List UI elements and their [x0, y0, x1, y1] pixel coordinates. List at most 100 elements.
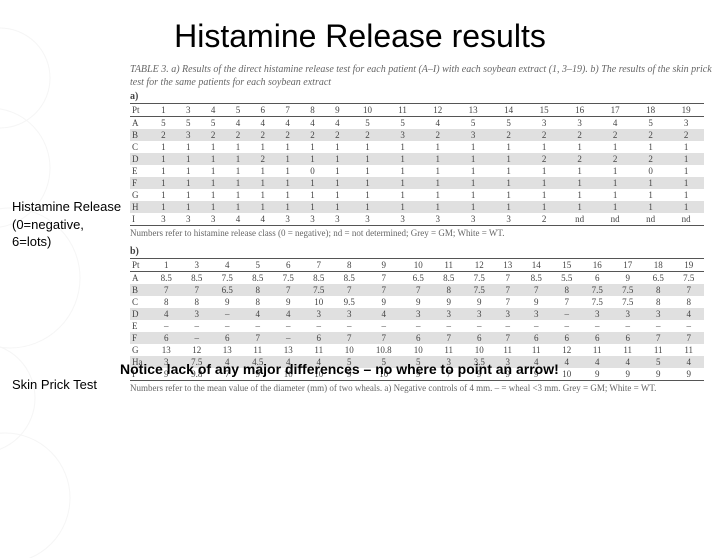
cell: –	[464, 320, 495, 332]
cell: 1	[562, 189, 597, 201]
col-num: 3	[182, 259, 213, 272]
cell: 3	[334, 308, 365, 320]
cell: 3	[526, 117, 561, 130]
cell: 1	[226, 153, 251, 165]
cell: 1	[250, 165, 275, 177]
cell: 4	[673, 356, 704, 368]
cell: 4	[325, 117, 350, 130]
row-head: C	[130, 141, 151, 153]
cell: 2	[597, 129, 632, 141]
cell: 5	[350, 117, 385, 130]
table-row: E––––––––––––––––––	[130, 320, 704, 332]
cell: 2	[597, 153, 632, 165]
cell: –	[494, 320, 521, 332]
cell: 3	[304, 308, 335, 320]
row-head: A	[130, 272, 151, 285]
cell: 9	[365, 296, 403, 308]
table-row: A8.58.57.58.57.58.58.576.58.57.578.55.56…	[130, 272, 704, 285]
table-row: G111111111111111111	[130, 189, 704, 201]
cell: 1	[668, 189, 704, 201]
cell: 7	[365, 332, 403, 344]
cell: 3	[350, 213, 385, 226]
cell: –	[243, 320, 274, 332]
cell: 7	[403, 284, 434, 296]
cell: 7	[494, 284, 521, 296]
cell: 11	[582, 344, 613, 356]
col-num: 17	[597, 104, 632, 117]
cell: 1	[420, 189, 455, 201]
cell: 2	[250, 129, 275, 141]
cell: 1	[668, 177, 704, 189]
cell: 10	[464, 344, 495, 356]
cell: 1	[176, 165, 201, 177]
col-num: 3	[176, 104, 201, 117]
cell: 4	[226, 213, 251, 226]
cell: 1	[325, 141, 350, 153]
cell: 1	[201, 153, 226, 165]
cell: 4	[275, 117, 300, 130]
cell: 3	[176, 213, 201, 226]
cell: nd	[562, 213, 597, 226]
cell: 1	[275, 165, 300, 177]
col-num: 5	[226, 104, 251, 117]
cell: 1	[526, 189, 561, 201]
table-row: D111121111111122221	[130, 153, 704, 165]
col-num: 9	[365, 259, 403, 272]
cell: 2	[526, 213, 561, 226]
cell: 1	[491, 189, 526, 201]
cell: –	[182, 332, 213, 344]
cell: 5	[151, 117, 176, 130]
cell: 1	[597, 177, 632, 189]
cell: 2	[668, 129, 704, 141]
cell: 1	[633, 141, 668, 153]
cell: 3	[668, 117, 704, 130]
cell: 1	[597, 201, 632, 213]
cell: 1	[325, 165, 350, 177]
cell: 1	[420, 141, 455, 153]
cell: 8.5	[243, 272, 274, 285]
cell: 1	[300, 153, 325, 165]
cell: 7.5	[612, 284, 643, 296]
cell: 3	[403, 308, 434, 320]
cell: 7	[151, 284, 182, 296]
cell: 3	[385, 129, 420, 141]
cell: 1	[226, 201, 251, 213]
cell: 3	[612, 308, 643, 320]
cell: 4	[226, 117, 251, 130]
cell: 1	[420, 153, 455, 165]
cell: 7.5	[304, 284, 335, 296]
cell: –	[365, 320, 403, 332]
cell: 1	[325, 201, 350, 213]
cell: 6	[521, 332, 552, 344]
cell: 3	[420, 213, 455, 226]
cell: 4	[582, 356, 613, 368]
cell: 1	[526, 165, 561, 177]
cell: 1	[455, 177, 490, 189]
cell: 1	[226, 189, 251, 201]
cell: 4	[250, 117, 275, 130]
cell: –	[551, 320, 582, 332]
cell: –	[551, 308, 582, 320]
cell: 1	[250, 189, 275, 201]
cell: 1	[176, 153, 201, 165]
cell: 1	[597, 141, 632, 153]
cell: 3	[433, 308, 464, 320]
cell: 1	[455, 201, 490, 213]
cell: 10.8	[365, 344, 403, 356]
cell: 1	[562, 141, 597, 153]
cell: –	[273, 320, 304, 332]
cell: 1	[151, 165, 176, 177]
cell: 7	[673, 284, 704, 296]
cell: 6	[403, 332, 434, 344]
cell: 6.5	[212, 284, 243, 296]
cell: 7	[521, 284, 552, 296]
cell: 1	[668, 141, 704, 153]
cell: 7	[334, 284, 365, 296]
cell: 13	[212, 344, 243, 356]
cell: 3	[385, 213, 420, 226]
table-row: F111111111111111111	[130, 177, 704, 189]
cell: 1	[151, 201, 176, 213]
cell: 4	[273, 308, 304, 320]
cell: 7.5	[582, 284, 613, 296]
col-header: Pt	[130, 259, 151, 272]
